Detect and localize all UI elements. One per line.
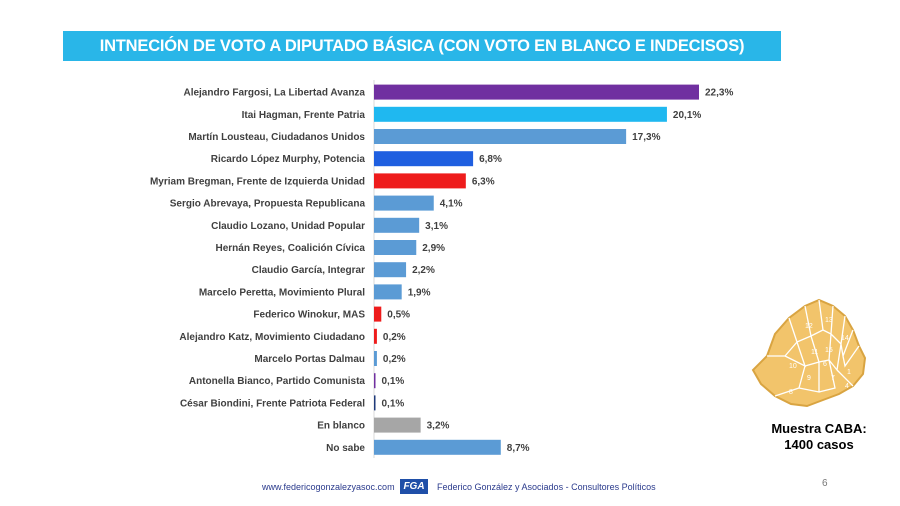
category-label: Marcelo Peretta, Movimiento Plural xyxy=(199,287,365,298)
bar xyxy=(374,417,421,433)
value-label: 20,1% xyxy=(673,110,701,121)
bar xyxy=(374,439,501,455)
bar xyxy=(374,173,466,189)
bar xyxy=(374,240,417,255)
bar xyxy=(374,284,402,300)
title-banner: INTNECIÓN DE VOTO A DIPUTADO BÁSICA (CON… xyxy=(63,31,781,61)
category-label: César Biondini, Frente Patriota Federal xyxy=(180,398,365,409)
bar xyxy=(374,373,376,389)
value-label: 3,1% xyxy=(425,221,448,232)
svg-text:11: 11 xyxy=(811,349,818,356)
svg-text:14: 14 xyxy=(841,335,849,342)
svg-text:1: 1 xyxy=(847,369,851,376)
bar xyxy=(374,129,627,144)
category-label: Federico Winokur, MAS xyxy=(253,310,365,321)
category-label: Sergio Abrevaya, Propuesta Republicana xyxy=(170,199,366,210)
svg-text:9: 9 xyxy=(807,375,811,382)
bar xyxy=(374,217,420,233)
category-label: Marcelo Portas Dalmau xyxy=(254,354,365,365)
sample-note: Muestra CABA: 1400 casos xyxy=(755,421,883,453)
bar xyxy=(374,84,699,100)
svg-text:7: 7 xyxy=(831,375,835,382)
category-label: Antonella Bianco, Partido Comunista xyxy=(189,376,366,387)
category-label: Claudio García, Integrar xyxy=(252,265,365,276)
chart-title: INTNECIÓN DE VOTO A DIPUTADO BÁSICA (CON… xyxy=(99,37,745,55)
category-label: Claudio Lozano, Unidad Popular xyxy=(211,221,365,232)
caba-map-icon: 12 13 14 11 15 10 9 7 1 4 8 6 xyxy=(745,296,873,412)
svg-text:6: 6 xyxy=(823,361,827,368)
value-label: 1,9% xyxy=(408,287,431,298)
value-label: 4,1% xyxy=(440,199,463,210)
value-label: 0,2% xyxy=(383,332,406,343)
value-label: 8,7% xyxy=(507,443,530,454)
value-label: 2,9% xyxy=(422,243,445,254)
category-label: Myriam Bregman, Frente de Izquierda Unid… xyxy=(150,176,365,187)
value-label: 3,2% xyxy=(427,421,450,432)
svg-text:12: 12 xyxy=(805,323,813,330)
category-label: En blanco xyxy=(317,421,365,432)
category-label: Alejandro Fargosi, La Libertad Avanza xyxy=(183,88,365,99)
value-label: 6,3% xyxy=(472,176,495,187)
value-label: 0,1% xyxy=(382,376,405,387)
footer-company: Federico González y Asociados - Consulto… xyxy=(437,482,656,492)
svg-text:8: 8 xyxy=(789,389,793,396)
bar xyxy=(374,262,407,278)
sample-line-1: Muestra CABA: xyxy=(771,421,867,436)
value-label: 6,8% xyxy=(479,154,502,165)
value-label: 0,1% xyxy=(382,398,405,409)
value-label: 22,3% xyxy=(705,88,733,99)
svg-text:4: 4 xyxy=(845,383,849,390)
page-number: 6 xyxy=(822,478,828,489)
category-label: Alejandro Katz, Movimiento Ciudadano xyxy=(179,332,365,343)
bar xyxy=(374,328,377,344)
bar xyxy=(374,195,434,211)
sample-line-2: 1400 casos xyxy=(784,437,854,452)
svg-text:13: 13 xyxy=(825,317,833,324)
bar xyxy=(374,395,376,411)
category-label: No sabe xyxy=(326,443,365,454)
bar xyxy=(374,106,667,122)
category-label: Hernán Reyes, Coalición Cívica xyxy=(215,243,365,254)
fga-logo: FGA xyxy=(400,479,428,494)
value-label: 2,2% xyxy=(412,265,435,276)
value-label: 0,5% xyxy=(387,310,410,321)
value-label: 0,2% xyxy=(383,354,406,365)
svg-text:10: 10 xyxy=(789,363,797,370)
bar xyxy=(374,151,474,167)
svg-text:15: 15 xyxy=(825,347,833,354)
bar xyxy=(374,306,382,322)
category-label: Ricardo López Murphy, Potencia xyxy=(211,154,366,165)
bar xyxy=(374,351,377,366)
category-label: Martín Lousteau, Ciudadanos Unidos xyxy=(188,132,365,143)
footer-url-link[interactable]: www.federicogonzalezyasoc.com xyxy=(262,482,395,492)
value-label: 17,3% xyxy=(632,132,660,143)
category-label: Itai Hagman, Frente Patria xyxy=(242,110,366,121)
